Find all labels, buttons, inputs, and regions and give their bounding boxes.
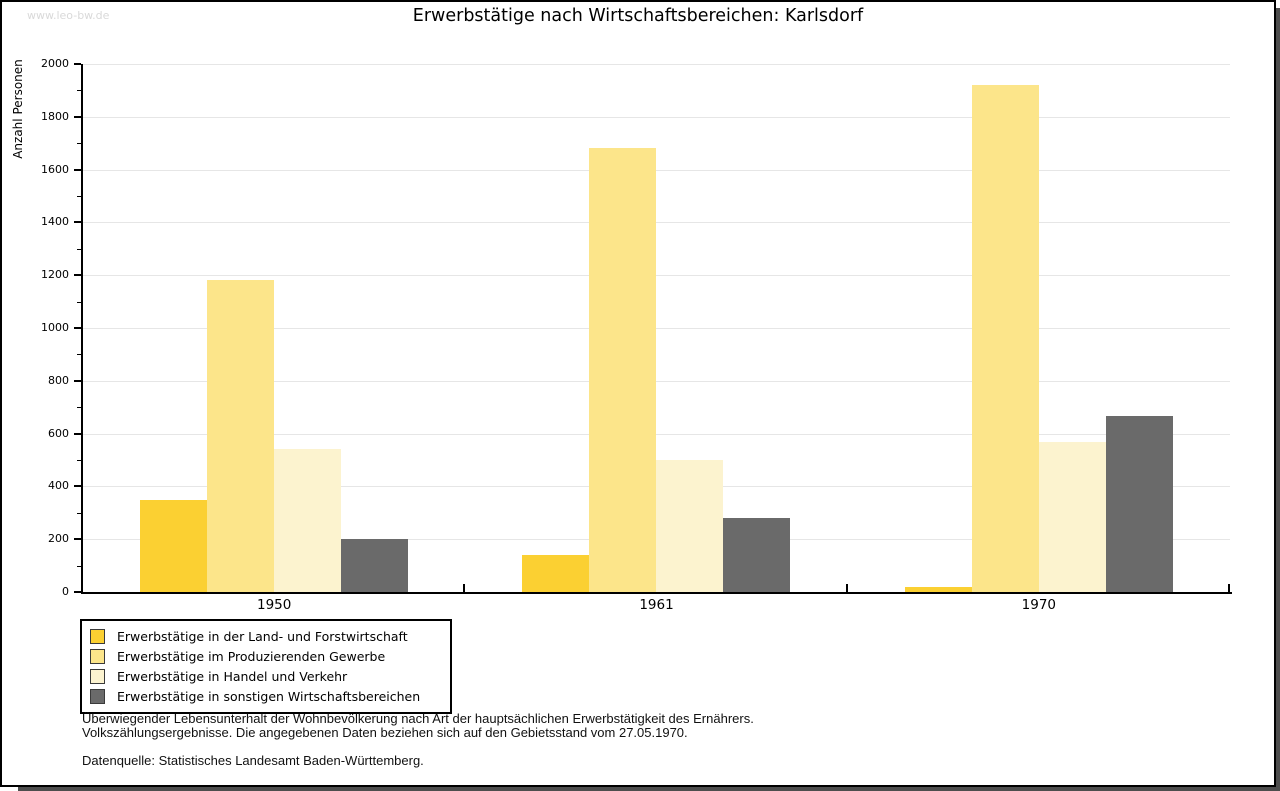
y-axis-minor-tick (77, 354, 81, 356)
legend-row: Erwerbstätige in der Land- und Forstwirt… (90, 626, 442, 646)
y-tick-label: 1400 (41, 215, 69, 229)
gridline (83, 169, 1230, 171)
chart-title: Erwerbstätige nach Wirtschaftsbereichen:… (412, 6, 864, 26)
y-axis-major-tick (74, 274, 81, 277)
y-axis-minor-tick (77, 512, 81, 514)
legend-label: Erwerbstätige in Handel und Verkehr (117, 668, 348, 684)
legend-label: Erwerbstätige in der Land- und Forstwirt… (117, 628, 408, 644)
legend-box: Erwerbstätige in der Land- und Forstwirt… (80, 619, 452, 714)
legend-label: Erwerbstätige im Produzierenden Gewerbe (117, 648, 386, 664)
y-axis-title: Anzahl Personen (11, 59, 25, 159)
y-axis-major-tick (74, 221, 81, 224)
bar-1961-series-1 (589, 148, 656, 592)
bar-1970-series-0 (905, 587, 972, 592)
y-axis-minor-tick (77, 143, 81, 145)
y-axis-major-tick (74, 538, 81, 541)
y-axis-major-tick (74, 327, 81, 329)
bar-1970-series-3 (1106, 416, 1173, 592)
x-category-label: 1961 (639, 597, 674, 613)
x-category-label: 1970 (1021, 597, 1056, 613)
y-axis-major-tick (74, 432, 81, 435)
legend-swatch (90, 688, 105, 704)
bar-1970-series-1 (972, 85, 1039, 592)
legend-row: Erwerbstätige in Handel und Verkehr (90, 666, 442, 686)
bar-1950-series-1 (207, 280, 274, 592)
bar-1961-series-0 (522, 555, 589, 592)
y-tick-label: 400 (48, 479, 69, 493)
x-axis-line (81, 592, 1232, 594)
x-axis-boundary-tick (845, 584, 848, 592)
bar-1970-series-2 (1039, 442, 1106, 592)
y-axis-minor-tick (77, 248, 81, 250)
bar-1950-series-3 (341, 539, 408, 592)
legend-swatch (90, 648, 105, 664)
x-axis-boundary-tick (1228, 584, 1230, 592)
y-axis-major-tick (74, 591, 81, 593)
y-axis-major-tick (74, 485, 81, 488)
legend-label: Erwerbstätige in sonstigen Wirtschaftsbe… (117, 688, 421, 704)
y-axis-major-tick (74, 168, 81, 171)
y-axis-minor-tick (77, 565, 81, 567)
gridline (83, 222, 1230, 224)
y-axis-minor-tick (77, 460, 81, 461)
legend-swatch (90, 628, 105, 644)
y-tick-label: 600 (48, 426, 69, 440)
y-tick-label: 1200 (41, 268, 69, 282)
frame-shadow-bottom (18, 787, 1280, 791)
gridline (83, 433, 1230, 435)
gridline (83, 275, 1230, 277)
y-tick-label: 1000 (41, 321, 69, 334)
footer-note-line1: Überwiegender Lebensunterhalt der Wohnbe… (82, 711, 754, 726)
y-axis-minor-tick (77, 301, 81, 303)
y-axis-minor-tick (77, 196, 81, 197)
footer-note-line2: Volkszählungsergebnisse. Die angegebenen… (82, 725, 688, 740)
bar-1950-series-2 (274, 449, 341, 592)
plot-area: 0 200 400 600 800 1000 1200 1400 1600 1800 2000 195… (41, 57, 1232, 613)
gridline (83, 328, 1230, 329)
watermark: www.leo-bw.de (27, 9, 110, 22)
y-tick-label: 1800 (41, 109, 69, 123)
bar-1961-series-2 (656, 460, 723, 592)
frame-shadow-right (1276, 8, 1280, 787)
gridline (83, 64, 1230, 65)
bar-1950-series-0 (140, 500, 207, 592)
legend-row: Erwerbstätige im Produzierenden Gewerbe (90, 646, 442, 666)
footer-source: Datenquelle: Statistisches Landesamt Bad… (82, 753, 424, 768)
legend-row: Erwerbstätige in sonstigen Wirtschaftsbe… (90, 686, 442, 706)
y-axis-major-tick (74, 63, 81, 65)
y-tick-label: 0 (62, 585, 69, 598)
y-tick-label: 800 (48, 373, 69, 387)
y-tick-label: 2000 (41, 57, 69, 70)
x-category-label: 1950 (256, 597, 292, 613)
y-axis-minor-tick (77, 90, 81, 92)
y-axis-major-tick (74, 115, 81, 118)
y-axis-minor-tick (77, 407, 81, 409)
y-axis-major-tick (74, 379, 81, 382)
legend-swatch (90, 668, 105, 684)
gridline (83, 116, 1230, 118)
y-tick-label: 200 (48, 532, 69, 546)
bar-1961-series-3 (723, 518, 790, 592)
y-axis-line (81, 64, 83, 594)
y-tick-label: 1600 (41, 162, 69, 176)
x-axis-boundary-tick (463, 584, 466, 592)
gridline (83, 380, 1230, 382)
